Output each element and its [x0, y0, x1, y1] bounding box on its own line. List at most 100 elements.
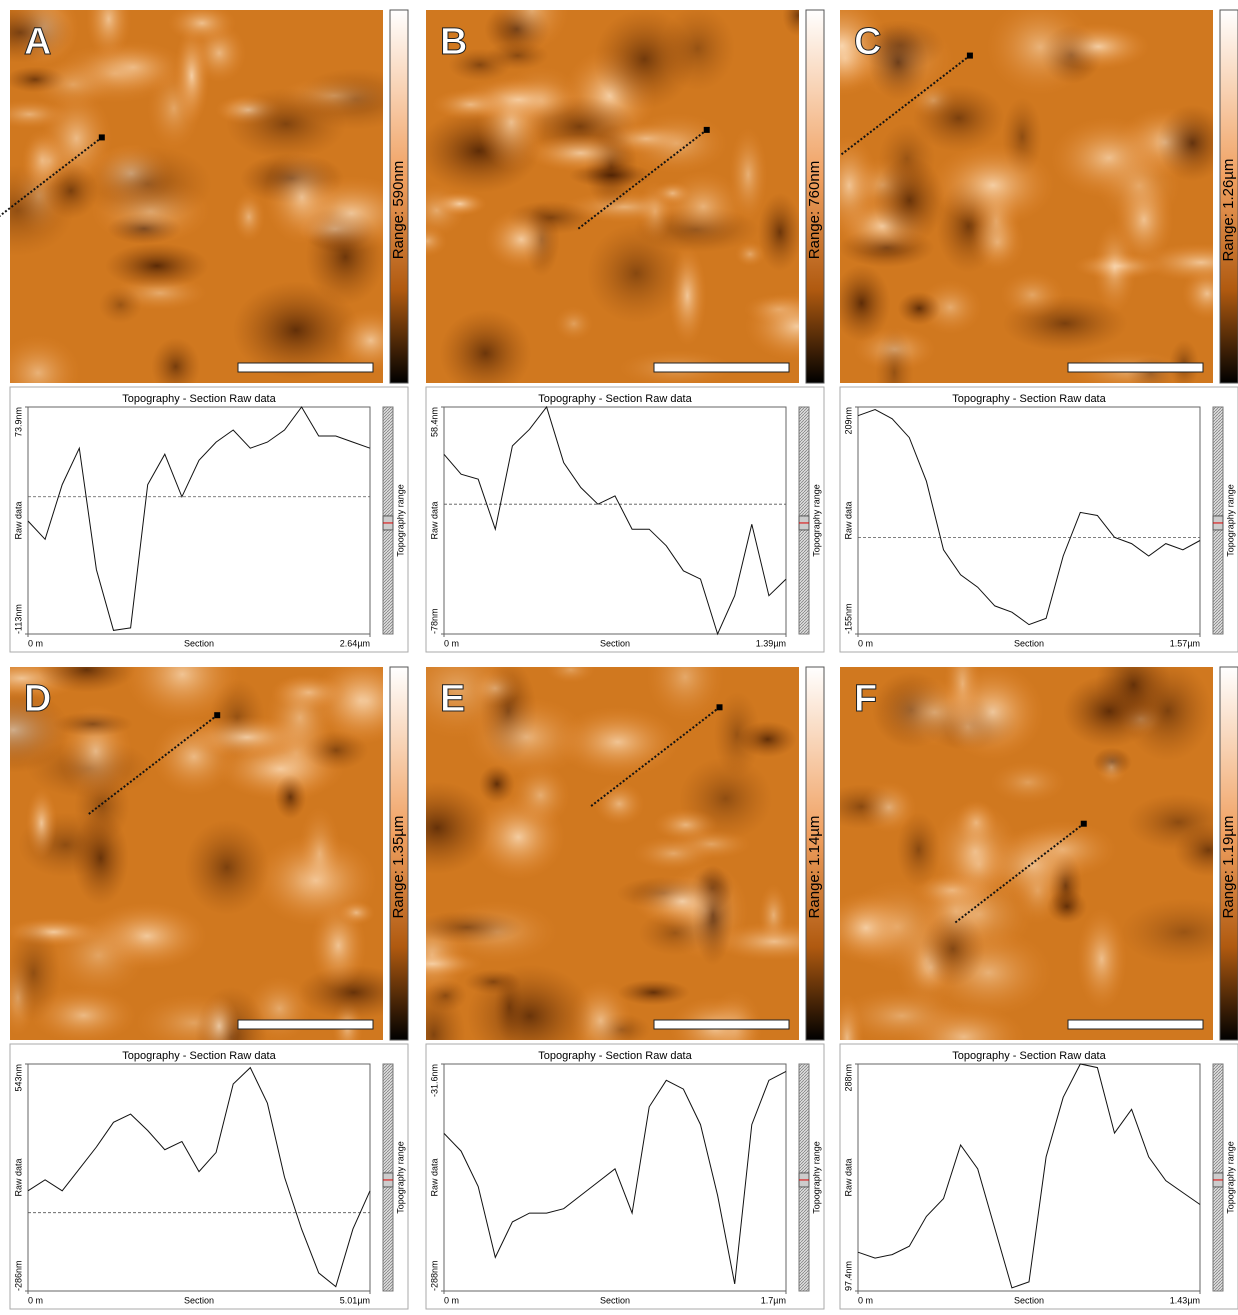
arrow-end [1080, 820, 1087, 827]
arrow-end [98, 134, 105, 141]
x-tick-label: 0 m [444, 638, 459, 648]
chart-title: Topography - Section Raw data [538, 1050, 692, 1062]
side-label: Topography range [395, 484, 405, 557]
colorbar [805, 9, 825, 384]
x-axis-label: Section [184, 1295, 214, 1305]
side-label: Topography range [811, 1141, 821, 1214]
grain [1126, 356, 1175, 383]
grain [710, 922, 799, 962]
colorbar [389, 666, 409, 1041]
grain [918, 279, 983, 335]
grain [632, 836, 715, 871]
texture [10, 667, 383, 1040]
grain [72, 810, 129, 906]
grain [646, 667, 725, 722]
profile-line [857, 408, 1201, 626]
grain [426, 225, 448, 257]
texture [840, 10, 1213, 383]
grain [10, 334, 81, 383]
grain [897, 291, 941, 326]
grain [52, 711, 134, 737]
x-axis-label: Section [184, 638, 214, 648]
panel-label: B [440, 21, 467, 63]
grain [880, 678, 989, 747]
x-tick-label: 0 m [444, 1295, 459, 1305]
grain [562, 191, 687, 223]
texture [10, 10, 383, 383]
plot-area [857, 1063, 1201, 1292]
grain [22, 133, 76, 189]
range-label: Range: 1.19µm [1220, 816, 1237, 919]
grain [861, 781, 917, 833]
grain [912, 84, 1005, 152]
grain [1076, 907, 1127, 1011]
range-label: Range: 590nm [390, 161, 407, 259]
grain [546, 667, 596, 684]
x-tick-label: 1.43µm [1170, 1295, 1200, 1305]
section-arrow [86, 714, 218, 816]
grain [297, 965, 383, 1020]
y-tick-label: -31.6nm [429, 1064, 439, 1097]
y-axis-label: Raw data [429, 501, 439, 539]
grain [184, 819, 270, 915]
afm-image [426, 667, 799, 1040]
grain [265, 673, 335, 762]
y-tick-label: 543nm [13, 1064, 23, 1092]
chart-title: Topography - Section Raw data [952, 1050, 1106, 1062]
grain [840, 891, 910, 964]
grain [510, 763, 571, 827]
plot-area [27, 406, 371, 635]
y-tick-label: -286nm [13, 1260, 23, 1291]
grain [1174, 823, 1213, 877]
grain [840, 987, 966, 1040]
section-arrow [839, 54, 971, 157]
x-axis-label: Section [600, 1295, 630, 1305]
arrow-end [966, 52, 973, 59]
y-axis-label: Raw data [13, 1158, 23, 1196]
arrow-end [703, 126, 710, 133]
grain [920, 911, 986, 987]
colorbar [389, 9, 409, 384]
grain [554, 306, 594, 342]
y-tick-label: -155nm [843, 603, 853, 634]
plot-area [857, 406, 1201, 635]
colorbar [1219, 666, 1238, 1041]
grain [1097, 146, 1181, 225]
grain [999, 271, 1065, 319]
grain [1157, 104, 1213, 182]
y-tick-label: 58.4nm [429, 407, 439, 437]
afm-image [840, 667, 1213, 1040]
texture [426, 667, 799, 1040]
scale-bar [237, 1019, 374, 1030]
grain [432, 191, 487, 216]
grain [1139, 243, 1213, 282]
section-arrow [576, 129, 708, 231]
grain [484, 209, 558, 270]
grain [439, 309, 532, 383]
grain [617, 979, 690, 1006]
grain [310, 901, 367, 990]
grain [1095, 667, 1172, 730]
grain [225, 87, 347, 160]
grain [593, 782, 645, 826]
side-label: Topography range [1225, 1141, 1235, 1214]
chart-title: Topography - Section Raw data [538, 393, 692, 405]
plot-area [443, 406, 787, 635]
grain [426, 950, 484, 978]
y-tick-label: 97.4nm [843, 1261, 853, 1291]
grain [85, 10, 132, 60]
afm-image [10, 667, 383, 1040]
y-tick-label: -288nm [429, 1260, 439, 1291]
y-tick-label: -78nm [429, 608, 439, 634]
grain [83, 145, 213, 223]
profile-line [857, 1063, 1201, 1289]
panel-label: E [440, 678, 465, 720]
x-tick-label: 1.7µm [761, 1295, 786, 1305]
panel-label: A [24, 21, 51, 63]
x-tick-label: 0 m [858, 1295, 873, 1305]
grain [873, 156, 946, 245]
panel-label: C [854, 21, 881, 63]
grain [840, 264, 891, 342]
scale-bar [1067, 362, 1204, 373]
